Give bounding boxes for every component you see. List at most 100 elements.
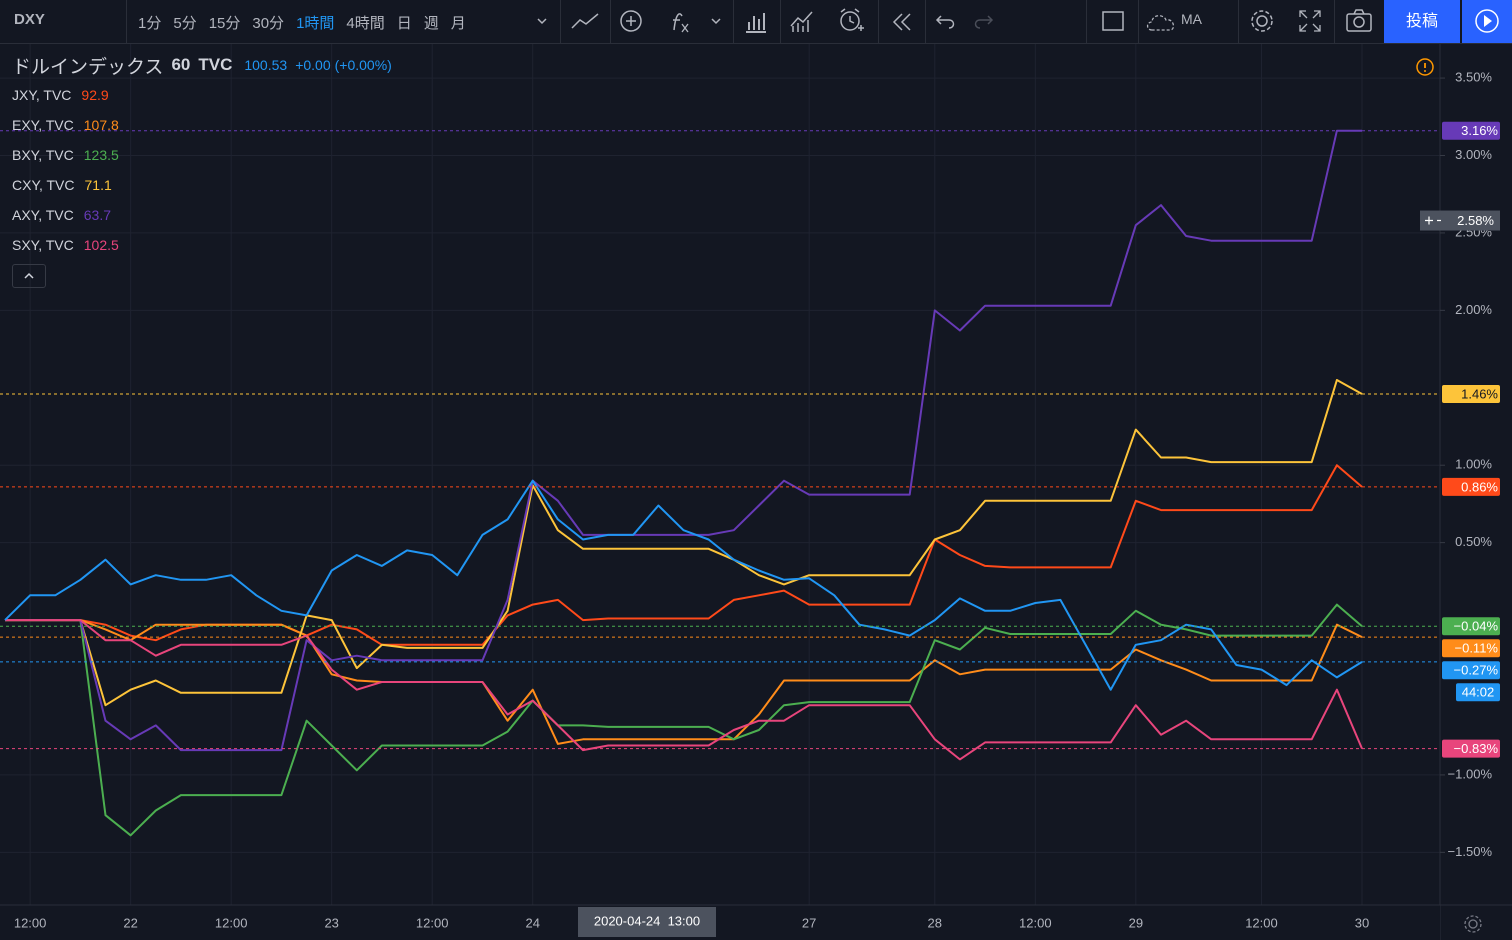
legend-header: ドルインデックス 60 TVC 100.53 +0.00 (+0.00%) xyxy=(12,50,392,80)
interval-menu[interactable] xyxy=(535,14,549,28)
interval-button[interactable]: 1分 xyxy=(138,14,162,32)
series-line xyxy=(5,619,1363,745)
separator xyxy=(560,0,561,44)
snapshot-button[interactable] xyxy=(1344,7,1374,35)
alert-button[interactable] xyxy=(836,6,866,36)
fullscreen-button[interactable] xyxy=(1296,7,1324,35)
y-tick-label: −1.00% xyxy=(1448,766,1493,781)
price-label: −0.04% xyxy=(1454,619,1499,634)
price-label-box xyxy=(1442,617,1500,636)
separator xyxy=(878,0,879,44)
interval-button[interactable]: 15分 xyxy=(208,14,241,32)
play-button[interactable] xyxy=(1462,0,1512,43)
y-tick-label: −1.50% xyxy=(1448,844,1493,859)
legend-value: 92.9 xyxy=(81,87,109,103)
indicator-template[interactable]: MA xyxy=(1181,11,1202,27)
plot-area xyxy=(0,129,1440,837)
separator xyxy=(925,0,926,44)
play-icon xyxy=(1475,9,1499,33)
legend-collapse-button[interactable] xyxy=(12,264,46,288)
separator xyxy=(610,0,611,44)
legend-row: BXY, TVC 123.5 xyxy=(12,140,392,170)
chart-style-button[interactable] xyxy=(570,8,602,36)
legend-name: SXY, TVC xyxy=(12,237,74,253)
interval-button[interactable]: 1時間 xyxy=(296,14,335,32)
series-line xyxy=(5,129,1362,752)
y-tick-label: 2.00% xyxy=(1455,302,1492,317)
legend-value: 102.5 xyxy=(83,237,119,253)
interval-button[interactable]: 月 xyxy=(450,14,466,32)
settings-gear[interactable] xyxy=(1464,915,1482,933)
x-tick-label: 22 xyxy=(123,915,137,930)
crosshair-y-label: 2.58% xyxy=(1457,213,1494,228)
countdown-label: 44:02 xyxy=(1462,685,1495,700)
interval-list: 1分 5分 15分 30分 1時間 4時間日週月 xyxy=(138,0,466,44)
cloud-button[interactable] xyxy=(1146,8,1180,36)
series-line xyxy=(4,479,1363,691)
price-label: −0.27% xyxy=(1454,663,1499,678)
y-tick-label: 0.50% xyxy=(1455,534,1492,549)
x-tick-label: 12:00 xyxy=(14,915,47,930)
legend-name: AXY, TVC xyxy=(12,207,74,223)
separator xyxy=(780,0,781,44)
main-exchange: TVC xyxy=(198,55,233,74)
price-label: −0.83% xyxy=(1454,741,1499,756)
price-label: −0.11% xyxy=(1455,641,1499,656)
main-interval: 60 xyxy=(171,55,191,74)
series-line xyxy=(5,619,1363,761)
chart-background xyxy=(0,44,1512,940)
x-tick-label: 23 xyxy=(324,915,338,930)
legend-name: JXY, TVC xyxy=(12,87,72,103)
settings-button[interactable] xyxy=(1247,6,1277,36)
price-label-box xyxy=(1442,384,1500,403)
legend: ドルインデックス 60 TVC 100.53 +0.00 (+0.00%) JX… xyxy=(12,50,392,260)
price-label: 0.86% xyxy=(1461,479,1498,494)
time-axis xyxy=(0,905,1440,940)
price-label-box xyxy=(1442,639,1500,658)
templates-button[interactable] xyxy=(788,8,816,36)
legend-series-list: JXY, TVC 92.9 EXY, TVC 107.8 BXY, TVC 123.5 CX… xyxy=(12,80,392,260)
symbol[interactable]: DXY xyxy=(14,11,45,28)
x-tick-label: 12:00 xyxy=(215,915,248,930)
publish-button[interactable]: 投稿 xyxy=(1384,0,1460,43)
legend-name: BXY, TVC xyxy=(12,147,74,163)
fullscreen-layout-button[interactable] xyxy=(1100,8,1128,36)
main-value: 100.53 xyxy=(244,57,288,73)
grid xyxy=(0,44,1440,905)
financials-button[interactable] xyxy=(742,8,770,36)
redo-button[interactable] xyxy=(968,8,996,36)
legend-name: CXY, TVC xyxy=(12,177,75,193)
y-tick-label: 3.50% xyxy=(1455,70,1492,85)
legend-row: SXY, TVC 102.5 xyxy=(12,230,392,260)
interval-button[interactable]: 30分 xyxy=(252,14,285,32)
legend-name: EXY, TVC xyxy=(12,117,74,133)
compare-button[interactable] xyxy=(618,8,646,36)
undo-button[interactable] xyxy=(933,8,961,36)
interval-button[interactable]: 日 xyxy=(396,14,412,32)
series-line xyxy=(5,379,1363,707)
interval-button[interactable]: 週 xyxy=(423,14,439,32)
interval-button[interactable]: 5分 xyxy=(173,14,197,32)
legend-row: EXY, TVC 107.8 xyxy=(12,110,392,140)
indicators-button[interactable] xyxy=(668,8,724,36)
crosshair-y-box xyxy=(1420,210,1500,231)
x-tick-label: 24 xyxy=(525,915,539,930)
separator xyxy=(733,0,734,44)
legend-row: JXY, TVC 92.9 xyxy=(12,80,392,110)
price-label: 3.16% xyxy=(1461,123,1498,138)
x-tick-label: 29 xyxy=(1129,915,1143,930)
main-symbol-name: ドルインデックス xyxy=(12,56,164,78)
interval-button[interactable]: 4時間 xyxy=(346,14,385,32)
series-line xyxy=(5,603,1363,837)
separator xyxy=(1238,0,1239,44)
crosshair-x-label: 2020-04-24 13:00 xyxy=(594,913,700,928)
y-tick-label: 1.00% xyxy=(1455,457,1492,472)
warning-icon[interactable] xyxy=(1416,58,1434,76)
replay-button[interactable] xyxy=(888,8,916,36)
price-label-box xyxy=(1442,477,1500,496)
x-tick-label: 30 xyxy=(1355,915,1369,930)
collapse-icon xyxy=(24,272,34,279)
price-label-box xyxy=(1442,739,1500,758)
x-tick-label: 12:00 xyxy=(416,915,449,930)
